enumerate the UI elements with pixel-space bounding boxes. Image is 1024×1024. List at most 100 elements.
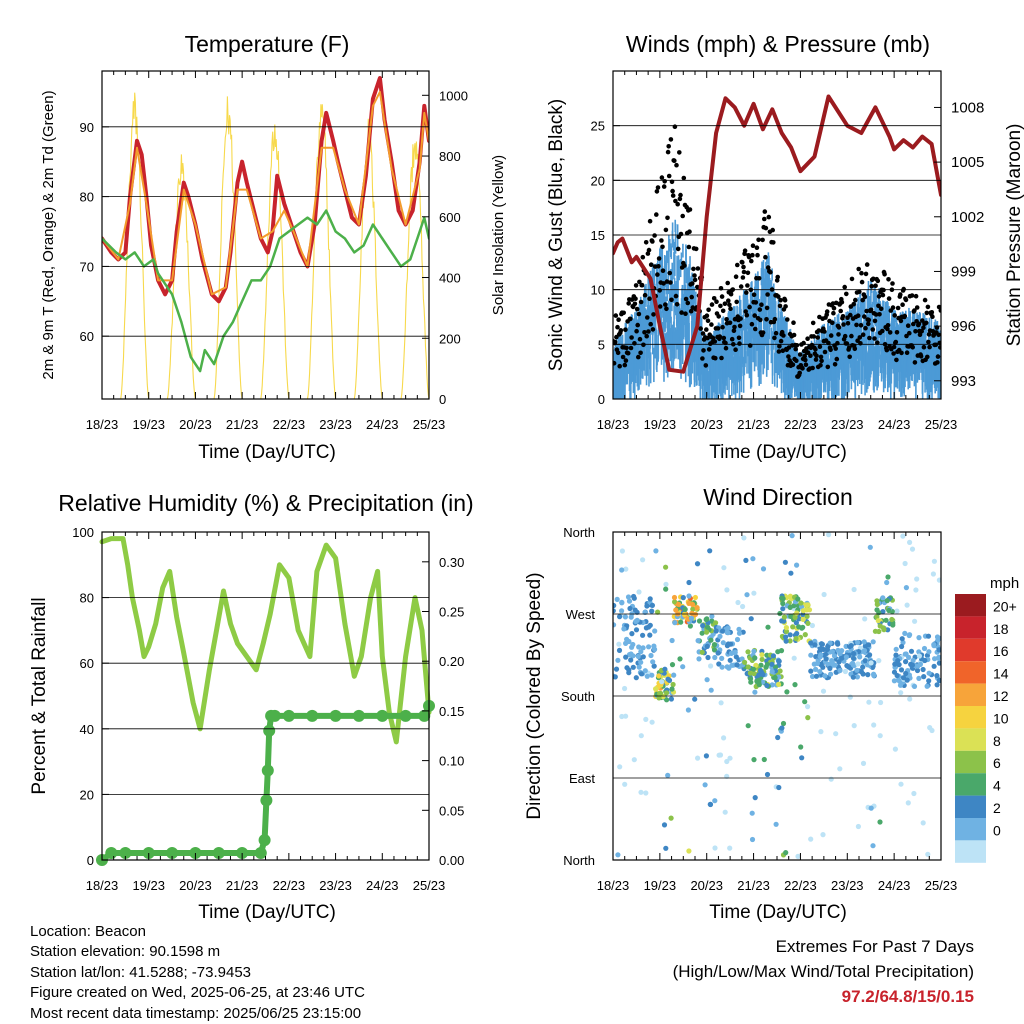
direction-point [721,735,727,741]
x-tick-label: 20/23 [690,417,723,432]
gust-point [853,297,858,303]
x-tick-label: 19/23 [132,417,165,432]
direction-point [788,570,794,576]
y-right-tick-label: 996 [951,318,976,335]
gust-point [808,353,813,359]
series-2m-t [102,76,429,304]
y-right-tick-label: 600 [439,210,461,225]
precipitation-marker [282,709,295,722]
direction-point [773,821,779,827]
gust-point [922,297,928,303]
legend-label: 18 [993,621,1009,637]
direction-point [694,605,700,611]
legend-color-swatch [955,818,986,841]
direction-point [671,672,677,678]
legend-color-swatch [955,683,986,706]
gust-point [868,307,874,313]
direction-point [793,635,799,642]
gust-point [701,348,706,353]
gust-point [919,329,924,334]
direction-point [871,672,877,679]
direction-point [854,667,860,673]
gust-point [781,333,786,338]
direction-point [820,646,826,653]
station-info: Location: Beacon Station elevation: 90.1… [30,922,365,1024]
direction-point [855,823,862,830]
direction-point [700,623,706,629]
direction-point [759,652,765,658]
direction-point [692,696,698,702]
direction-point [781,614,788,620]
direction-point [837,667,843,674]
direction-point [741,535,747,541]
direction-point [630,664,636,670]
y-tick-label: West [566,607,596,622]
y-right-tick-label: 0.00 [439,853,464,868]
direction-point [880,609,886,615]
gust-point [845,321,851,326]
gust-point [678,192,683,198]
direction-point [780,720,787,727]
direction-point [876,610,882,616]
gust-point [899,350,904,356]
gust-point [900,302,905,308]
gust-point [813,357,819,362]
direction-point [629,631,635,637]
y-right-tick-label: 0.30 [439,555,464,570]
gust-point [885,323,891,328]
direction-point [907,539,913,546]
gust-point [773,330,779,336]
direction-point [782,559,789,565]
gust-point [830,320,835,326]
gust-point [682,263,687,268]
direction-point [787,593,794,599]
direction-point [690,601,696,608]
direction-point [902,630,908,637]
x-axis-label: Time (Day/UTC) [198,442,336,463]
gust-point [747,304,752,310]
x-tick-label: 24/23 [878,878,911,893]
direction-point [891,678,898,684]
gust-point [778,297,783,303]
gust-point [762,216,767,222]
winds-pressure-chart: Winds (mph) & Pressure (mb) Sonic Wind &… [546,31,1024,463]
gust-point [738,316,743,321]
gust-point [734,299,739,305]
gust-point [886,277,891,282]
direction-point [720,628,726,634]
gust-point [744,290,749,295]
direction-point [617,614,623,620]
x-tick-label: 24/23 [366,878,399,893]
direction-point [748,616,754,622]
gust-point [661,184,667,189]
figure-created: Figure created on Wed, 2025-06-25, at 23… [30,984,365,1002]
y-tick-label: 100 [72,525,94,540]
direction-point [664,690,670,696]
gust-point [918,354,924,359]
direction-point [625,594,632,600]
gust-point [664,306,669,312]
gust-point [620,354,626,360]
gust-point [750,252,755,258]
legend-label: 6 [993,755,1001,771]
gust-point [881,287,886,293]
x-axis-label: Time (Day/UTC) [709,902,847,923]
direction-point [857,654,863,660]
gust-point [648,262,654,268]
gust-point [925,354,930,360]
direction-point [920,820,926,826]
direction-point [627,605,633,612]
direction-point [751,757,757,763]
gust-point [652,233,657,238]
direction-point [776,784,782,791]
direction-point [727,657,733,663]
gust-point [613,313,619,318]
gust-point [836,332,841,337]
direction-point [665,676,671,682]
gust-point [857,289,862,295]
direction-point [636,589,642,595]
gust-point [693,246,699,252]
direction-point [707,801,713,807]
gust-point [763,254,768,260]
gust-point [920,318,925,323]
